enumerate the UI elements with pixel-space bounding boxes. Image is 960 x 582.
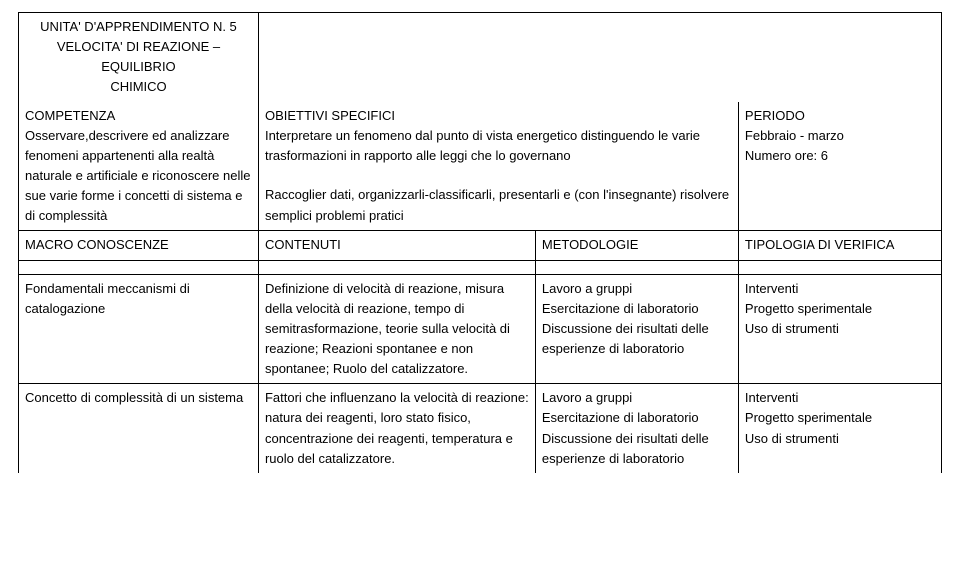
- table-row: Fondamentali meccanismi di catalogazione…: [19, 274, 942, 384]
- gap-cell-2: [258, 260, 535, 274]
- unit-title-line2: VELOCITA' DI REAZIONE – EQUILIBRIO: [57, 39, 220, 74]
- row0-col3-l1: Lavoro a gruppi: [542, 281, 632, 296]
- row0-col4-l1: Interventi: [745, 281, 798, 296]
- row0-col3-l2: Esercitazione di laboratorio: [542, 301, 699, 316]
- row1-col3: Lavoro a gruppi Esercitazione di laborat…: [535, 384, 738, 473]
- header-spacer-3: [738, 13, 941, 102]
- row1-col3-l2: Esercitazione di laboratorio: [542, 410, 699, 425]
- unit-title-cell: UNITA' D'APPRENDIMENTO N. 5 VELOCITA' DI…: [19, 13, 259, 102]
- gap-cell-3: [535, 260, 738, 274]
- unit-title-line1: UNITA' D'APPRENDIMENTO N. 5: [40, 19, 237, 34]
- row0-col4-l2: Progetto sperimentale: [745, 301, 872, 316]
- tipologia-header: TIPOLOGIA DI VERIFICA: [738, 231, 941, 260]
- obiettivi-label: OBIETTIVI SPECIFICI: [265, 108, 395, 123]
- row1-col3-l3: Discussione dei risultati delle esperien…: [542, 431, 709, 466]
- row1-col4: Interventi Progetto sperimentale Uso di …: [738, 384, 941, 473]
- competenza-cell: COMPETENZA Osservare,descrivere ed anali…: [19, 102, 259, 231]
- gap-cell-4: [738, 260, 941, 274]
- competenza-label: COMPETENZA: [25, 108, 115, 123]
- table-row: Concetto di complessità di un sistema Fa…: [19, 384, 942, 473]
- row0-col3: Lavoro a gruppi Esercitazione di laborat…: [535, 274, 738, 384]
- periodo-line2: Numero ore: 6: [745, 148, 828, 163]
- row1-col2: Fattori che influenzano la velocità di r…: [258, 384, 535, 473]
- obiettivi-cell: OBIETTIVI SPECIFICI Interpretare un feno…: [258, 102, 738, 231]
- row0-col3-l3: Discussione dei risultati delle esperien…: [542, 321, 709, 356]
- periodo-label: PERIODO: [745, 108, 805, 123]
- unit-title-line3: CHIMICO: [110, 79, 166, 94]
- row1-col4-l1: Interventi: [745, 390, 798, 405]
- row0-col4-l3: Uso di strumenti: [745, 321, 839, 336]
- periodo-line1: Febbraio - marzo: [745, 128, 844, 143]
- contenuti-header: CONTENUTI: [258, 231, 535, 260]
- periodo-cell: PERIODO Febbraio - marzo Numero ore: 6: [738, 102, 941, 231]
- header-spacer-2: [535, 13, 738, 102]
- unit-table: UNITA' D'APPRENDIMENTO N. 5 VELOCITA' DI…: [18, 12, 942, 473]
- row1-col1: Concetto di complessità di un sistema: [19, 384, 259, 473]
- competenza-body: Osservare,descrivere ed analizzare fenom…: [25, 128, 250, 224]
- row1-col3-l1: Lavoro a gruppi: [542, 390, 632, 405]
- header-spacer-1: [258, 13, 535, 102]
- gap-cell-1: [19, 260, 259, 274]
- obiettivi-body-p1: Interpretare un fenomeno dal punto di vi…: [265, 128, 700, 163]
- obiettivi-body-p2: Raccoglier dati, organizzarli-classifica…: [265, 187, 729, 222]
- row0-col2: Definizione di velocità di reazione, mis…: [258, 274, 535, 384]
- row0-col1: Fondamentali meccanismi di catalogazione: [19, 274, 259, 384]
- row1-col4-l3: Uso di strumenti: [745, 431, 839, 446]
- macro-header: MACRO CONOSCENZE: [19, 231, 259, 260]
- row1-col4-l2: Progetto sperimentale: [745, 410, 872, 425]
- metodologie-header: METODOLOGIE: [535, 231, 738, 260]
- row0-col4: Interventi Progetto sperimentale Uso di …: [738, 274, 941, 384]
